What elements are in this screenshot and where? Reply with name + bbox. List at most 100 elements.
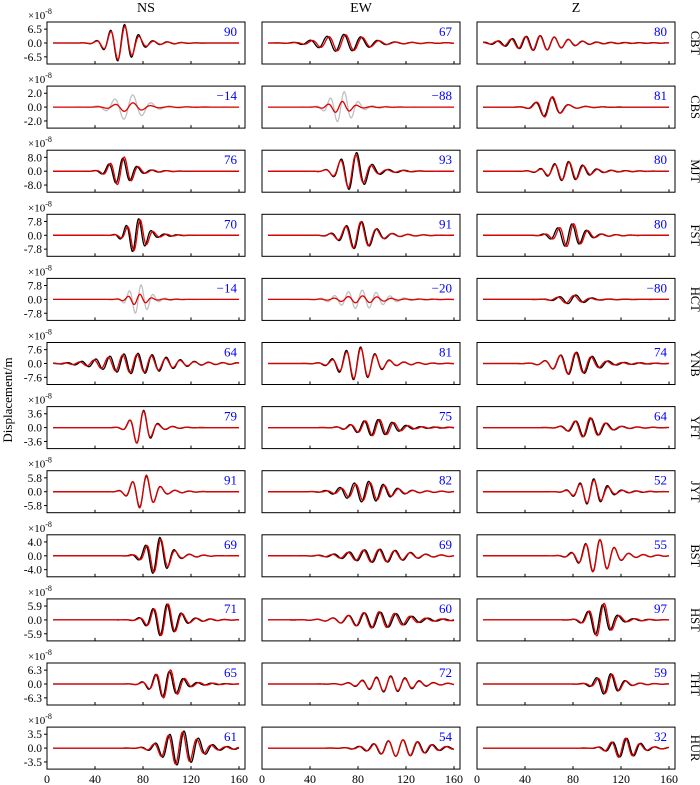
panel-frame: [46, 662, 246, 706]
fit-score: 93: [439, 152, 452, 167]
panel-frame: [476, 213, 676, 257]
exponent-label-tht: ×10-8: [28, 648, 52, 663]
panel-frame: [261, 406, 461, 450]
y-tick-label: 0.0: [28, 102, 43, 114]
synthetic-waveform: [483, 294, 669, 304]
panel-frame: [261, 21, 461, 65]
fit-score: 52: [654, 473, 667, 488]
panel-frame: [46, 598, 246, 642]
y-tick-label: 6.5: [28, 24, 43, 36]
exponent-label-bst: ×10-8: [28, 520, 52, 535]
exponent-label-hur: ×10-8: [28, 712, 52, 727]
column-title-ew: EW: [350, 1, 373, 16]
panel-bst-ns: 69: [46, 534, 246, 578]
synthetic-waveform: [53, 731, 240, 765]
synthetic-waveform: [268, 295, 455, 304]
x-tick-label: 80: [352, 772, 364, 785]
panel-yft-z: 64: [476, 406, 676, 450]
panel-cbt-ew: 67: [261, 21, 461, 65]
panel-tht-ew: 72: [261, 662, 461, 706]
y-tick-label: 0.0: [28, 359, 43, 371]
panel-mjt-z: 80: [476, 149, 676, 193]
panel-cbt-ns: 90: [46, 21, 246, 65]
y-tick-label: 3.6: [28, 409, 43, 421]
fit-score: 32: [654, 729, 667, 744]
station-label-fst: FST: [688, 225, 700, 247]
exponent-power: -8: [45, 456, 52, 465]
panel-frame: [46, 470, 246, 514]
y-tick-label: 7.8: [28, 216, 43, 228]
y-tick-label: 0.0: [28, 615, 43, 627]
y-tick-label: 0.0: [28, 230, 43, 242]
exponent-power: -8: [45, 584, 52, 593]
exponent-power: -8: [45, 199, 52, 208]
x-tick-label: 40: [519, 772, 531, 785]
station-label-mjt: MJT: [688, 159, 700, 183]
panel-frame: [476, 598, 676, 642]
panel-hst-ns: 71: [46, 598, 246, 642]
exponent-label-jyt: ×10-8: [28, 456, 52, 471]
panel-frame: [476, 277, 676, 321]
y-tick-label: 5.9: [28, 601, 43, 613]
station-label-jyt: JYT: [688, 481, 700, 503]
fit-score: −14: [217, 280, 238, 295]
exponent-power: -8: [45, 520, 52, 529]
panel-frame: [476, 470, 676, 514]
panel-hur-ew: 54: [261, 726, 461, 770]
y-tick-label: -5.8: [24, 501, 42, 513]
panel-hct-ew: −20: [261, 277, 461, 321]
synthetic-waveform: [53, 102, 239, 112]
fit-score: 74: [654, 345, 668, 360]
panel-frame: [476, 406, 676, 450]
x-tick-label: 120: [612, 772, 630, 785]
exponent-label-hct: ×10-8: [28, 263, 52, 278]
y-tick-label: 5.8: [28, 473, 43, 485]
synthetic-waveform: [268, 481, 455, 502]
panel-frame: [261, 213, 461, 257]
y-tick-label: 0.0: [28, 166, 43, 178]
station-label-hst: HST: [688, 608, 700, 632]
synthetic-waveform: [268, 347, 455, 380]
y-tick-label: 0.0: [28, 38, 43, 50]
synthetic-waveform: [483, 222, 669, 248]
panel-jyt-ns: 91: [46, 470, 246, 514]
column-title-ns: NS: [137, 1, 155, 16]
panel-hst-z: 97: [476, 598, 676, 642]
y-tick-label: 0.0: [28, 423, 43, 435]
synthetic-waveform: [268, 739, 455, 757]
exponent-power: -8: [45, 7, 52, 16]
panel-fst-z: 80: [476, 213, 676, 257]
panel-fst-ew: 91: [261, 213, 461, 257]
synthetic-waveform: [53, 293, 239, 306]
synthetic-waveform: [483, 161, 669, 181]
synthetic-waveform: [483, 538, 670, 573]
fit-score: 64: [224, 345, 238, 360]
synthetic-waveform: [483, 417, 670, 438]
exponent-power: -8: [45, 263, 52, 272]
panel-ynb-z: 74: [476, 342, 676, 385]
y-tick-label: -8.0: [24, 180, 42, 192]
column-title-z: Z: [572, 1, 581, 16]
panel-yft-ew: 75: [261, 406, 461, 450]
synthetic-waveform: [483, 479, 670, 504]
panel-hct-ns: −14: [46, 277, 246, 321]
station-label-yft: YFT: [688, 416, 700, 440]
panel-frame: [46, 149, 246, 193]
y-tick-label: -6.3: [24, 693, 42, 705]
panel-frame: [46, 213, 246, 257]
exponent-label-ynb: ×10-8: [28, 328, 52, 343]
synthetic-waveform: [483, 737, 670, 758]
fit-score: 71: [224, 601, 237, 616]
fit-score: 90: [224, 24, 237, 39]
fit-score: 81: [654, 88, 667, 103]
fit-score: 80: [654, 24, 667, 39]
synthetic-waveform: [482, 35, 669, 51]
synthetic-waveform: [483, 96, 669, 118]
station-label-tht: THT: [688, 672, 700, 697]
fit-score: 70: [224, 216, 237, 231]
fit-score: 79: [224, 409, 237, 424]
synthetic-waveform: [53, 474, 239, 509]
synthetic-waveform: [268, 676, 455, 692]
panel-frame: [46, 277, 246, 321]
